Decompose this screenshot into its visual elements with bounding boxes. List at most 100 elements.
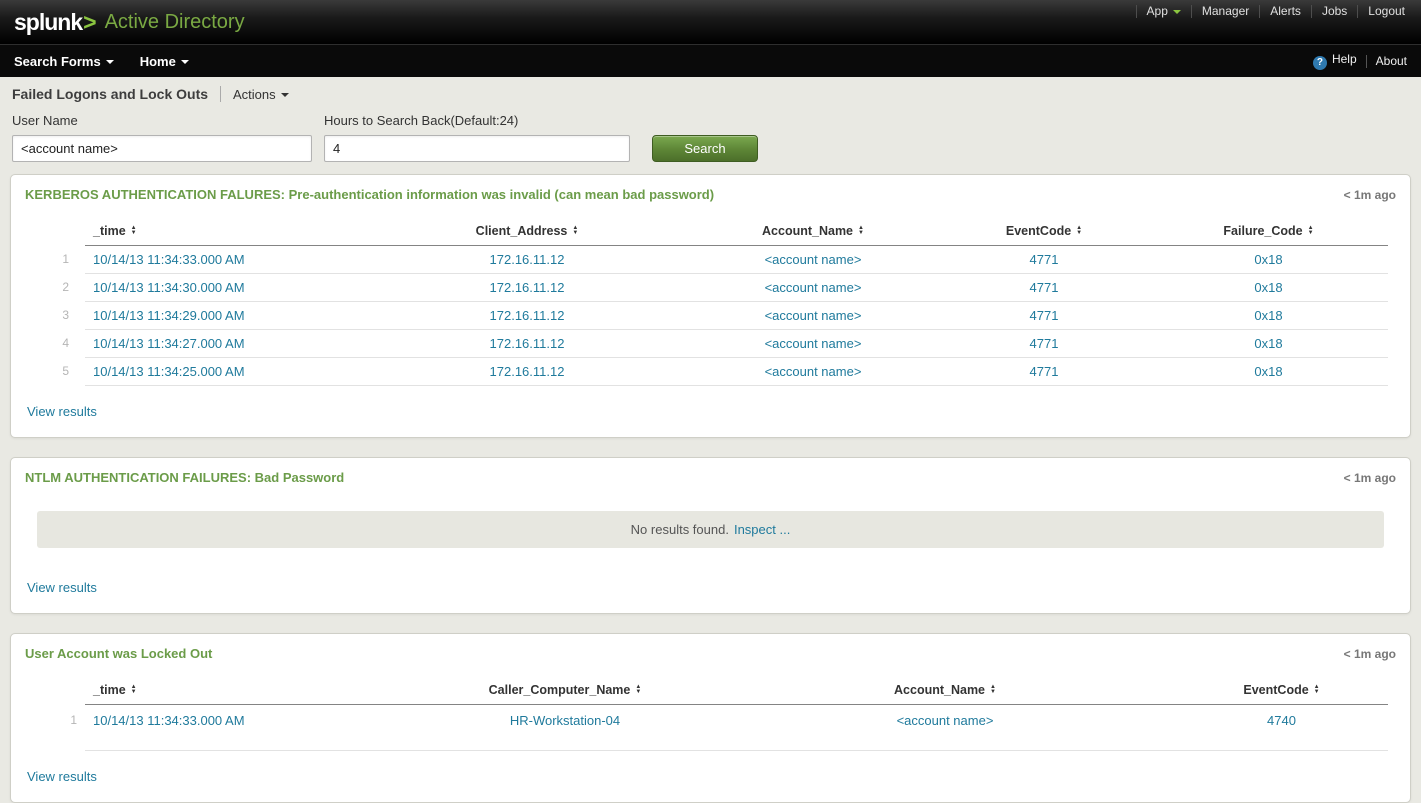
view-results-link[interactable]: View results: [27, 580, 97, 595]
chevron-down-icon: [1172, 9, 1181, 14]
view-results-link[interactable]: View results: [27, 769, 97, 784]
sort-icon: [131, 685, 137, 694]
cell-value-link[interactable]: 172.16.11.12: [489, 252, 565, 267]
cell-value-link[interactable]: <account name>: [764, 308, 862, 323]
splunk-logo-arrow-icon: >: [83, 8, 97, 35]
menu-item-app[interactable]: App: [1145, 4, 1183, 18]
column-header-account_name[interactable]: Account_Name: [715, 677, 1175, 705]
menu-divider: [1365, 54, 1367, 68]
column-header-failure_code[interactable]: Failure_Code: [1149, 218, 1388, 246]
table-row: 1 10/14/13 11:34:33.000 AM 172.16.11.12 <ac…: [33, 245, 1388, 274]
table-row: 4 10/14/13 11:34:27.000 AM 172.16.11.12 <ac…: [33, 329, 1388, 358]
panel-header: KERBEROS AUTHENTICATION FALURES: Pre-aut…: [25, 187, 1396, 202]
cell-value-link[interactable]: 172.16.11.12: [489, 280, 565, 295]
no-results-text: No results found.: [630, 522, 729, 537]
table-cell: <account name>: [687, 273, 939, 302]
cell-value-link[interactable]: 172.16.11.12: [489, 364, 565, 379]
column-header-account_name[interactable]: Account_Name: [687, 218, 939, 246]
column-header-caller_computer_name[interactable]: Caller_Computer_Name: [415, 677, 715, 705]
column-header-label: EventCode: [1243, 683, 1309, 697]
column-header-label: _time: [93, 683, 126, 697]
splunk-logo[interactable]: splunk: [14, 8, 83, 35]
cell-value-link[interactable]: 10/14/13 11:34:29.000 AM: [93, 308, 245, 323]
cell-value-link[interactable]: <account name>: [764, 336, 862, 351]
header-divider: [220, 86, 222, 102]
table-cell: 10/14/13 11:34:25.000 AM: [85, 357, 367, 386]
cell-value-link[interactable]: 4771: [1029, 280, 1059, 295]
cell-value-link[interactable]: 10/14/13 11:34:33.000 AM: [93, 252, 245, 267]
row-number-header: [33, 218, 85, 246]
nav-item-home[interactable]: Home: [140, 54, 189, 69]
table-row: 1 10/14/13 11:34:33.000 AM HR-Workstation-…: [33, 704, 1388, 751]
column-header-eventcode[interactable]: EventCode: [1175, 677, 1388, 705]
row-number: 4: [62, 335, 69, 350]
nav-item-search-forms[interactable]: Search Forms: [14, 54, 114, 69]
table-cell: 4771: [939, 357, 1149, 386]
table-cell: <account name>: [715, 704, 1175, 751]
table-cell: <account name>: [687, 357, 939, 386]
hours-label: Hours to Search Back(Default:24): [324, 113, 519, 128]
panel-kerberos-failures: KERBEROS AUTHENTICATION FALURES: Pre-aut…: [10, 174, 1411, 438]
actions-menu-button[interactable]: Actions: [233, 87, 289, 102]
table-row: 3 10/14/13 11:34:29.000 AM 172.16.11.12 <ac…: [33, 301, 1388, 330]
cell-value-link[interactable]: 10/14/13 11:34:25.000 AM: [93, 364, 245, 379]
column-header-label: EventCode: [1005, 224, 1072, 238]
cell-value-link[interactable]: 10/14/13 11:34:27.000 AM: [93, 336, 245, 351]
cell-value-link[interactable]: 172.16.11.12: [489, 336, 565, 351]
table-cell: 4771: [939, 273, 1149, 302]
menu-item-logout[interactable]: Logout: [1368, 4, 1405, 18]
column-header-_time[interactable]: _time: [85, 218, 367, 246]
inspect-link[interactable]: Inspect ...: [733, 522, 791, 537]
chevron-down-icon: [280, 93, 289, 98]
table-cell: 0x18: [1149, 329, 1388, 358]
cell-value-link[interactable]: 0x18: [1254, 280, 1283, 295]
cell-value-link[interactable]: 4740: [1267, 713, 1296, 728]
cell-value-link[interactable]: 4771: [1029, 336, 1059, 351]
sort-icon: [990, 685, 996, 694]
cell-value-link[interactable]: 0x18: [1254, 252, 1283, 267]
column-header-eventcode[interactable]: EventCode: [939, 218, 1149, 246]
view-results-link[interactable]: View results: [27, 404, 97, 419]
cell-value-link[interactable]: 0x18: [1254, 364, 1283, 379]
column-header-client_address[interactable]: Client_Address: [367, 218, 687, 246]
cell-value-link[interactable]: 0x18: [1254, 308, 1283, 323]
cell-value-link[interactable]: <account name>: [764, 280, 862, 295]
page-header: Failed Logons and Lock Outs Actions: [0, 77, 1421, 111]
panel-title: NTLM AUTHENTICATION FAILURES: Bad Passwo…: [25, 470, 345, 485]
table-cell: <account name>: [687, 329, 939, 358]
cell-value-link[interactable]: 172.16.11.12: [489, 308, 565, 323]
username-input[interactable]: [12, 135, 312, 162]
sort-icon: [635, 685, 641, 694]
cell-value-link[interactable]: <account name>: [764, 364, 862, 379]
cell-value-link[interactable]: 10/14/13 11:34:33.000 AM: [93, 713, 245, 728]
sort-icon: [572, 226, 578, 235]
menu-item-manager[interactable]: Manager: [1201, 4, 1250, 18]
cell-value-link[interactable]: <account name>: [764, 252, 862, 267]
column-header-_time[interactable]: _time: [85, 677, 415, 705]
menu-item-alerts[interactable]: Alerts: [1270, 4, 1301, 18]
cell-value-link[interactable]: 4771: [1029, 308, 1059, 323]
search-button[interactable]: Search: [652, 135, 758, 162]
table-cell: <account name>: [687, 301, 939, 330]
about-link[interactable]: About: [1375, 54, 1407, 68]
no-results-message: No results found. Inspect ...: [37, 511, 1384, 548]
table-cell: 4740: [1175, 704, 1388, 751]
sort-icon: [1076, 226, 1082, 235]
cell-value-link[interactable]: 0x18: [1254, 336, 1283, 351]
cell-value-link[interactable]: HR-Workstation-04: [509, 713, 621, 728]
panel-ntlm-failures: NTLM AUTHENTICATION FAILURES: Bad Passwo…: [10, 457, 1411, 614]
hours-input[interactable]: [324, 135, 630, 162]
cell-value-link[interactable]: 4771: [1029, 364, 1059, 379]
cell-value-link[interactable]: <account name>: [896, 713, 994, 728]
row-number: 5: [62, 363, 69, 378]
menu-item-jobs[interactable]: Jobs: [1321, 4, 1348, 18]
table-cell: 172.16.11.12: [367, 273, 687, 302]
table-cell: 0x18: [1149, 273, 1388, 302]
table-cell: 4771: [939, 301, 1149, 330]
app-title: Active Directory: [104, 10, 245, 33]
cell-value-link[interactable]: 4771: [1029, 252, 1059, 267]
help-link[interactable]: ? Help: [1312, 52, 1357, 70]
menu-divider: [1190, 4, 1192, 18]
search-form: User Name Hours to Search Back(Default:2…: [0, 111, 1421, 174]
cell-value-link[interactable]: 10/14/13 11:34:30.000 AM: [93, 280, 245, 295]
